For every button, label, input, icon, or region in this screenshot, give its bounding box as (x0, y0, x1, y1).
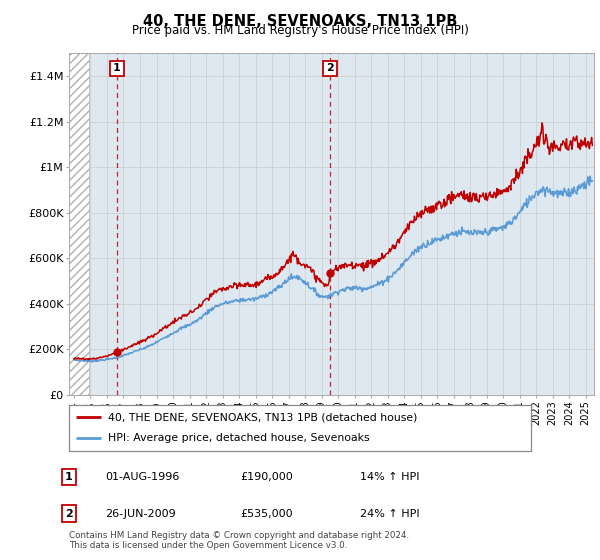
Text: 40, THE DENE, SEVENOAKS, TN13 1PB: 40, THE DENE, SEVENOAKS, TN13 1PB (143, 14, 457, 29)
Text: £190,000: £190,000 (240, 472, 293, 482)
Text: 2: 2 (326, 63, 334, 73)
Text: Price paid vs. HM Land Registry's House Price Index (HPI): Price paid vs. HM Land Registry's House … (131, 24, 469, 36)
Text: £535,000: £535,000 (240, 508, 293, 519)
Text: Contains HM Land Registry data © Crown copyright and database right 2024.
This d: Contains HM Land Registry data © Crown c… (69, 530, 409, 550)
Text: 1: 1 (65, 472, 73, 482)
Text: 1: 1 (113, 63, 121, 73)
Text: 26-JUN-2009: 26-JUN-2009 (105, 508, 176, 519)
Text: 40, THE DENE, SEVENOAKS, TN13 1PB (detached house): 40, THE DENE, SEVENOAKS, TN13 1PB (detac… (108, 412, 418, 422)
Text: 01-AUG-1996: 01-AUG-1996 (105, 472, 179, 482)
Text: 24% ↑ HPI: 24% ↑ HPI (360, 508, 419, 519)
Text: HPI: Average price, detached house, Sevenoaks: HPI: Average price, detached house, Seve… (108, 433, 370, 444)
Text: 2: 2 (65, 508, 73, 519)
Text: 14% ↑ HPI: 14% ↑ HPI (360, 472, 419, 482)
